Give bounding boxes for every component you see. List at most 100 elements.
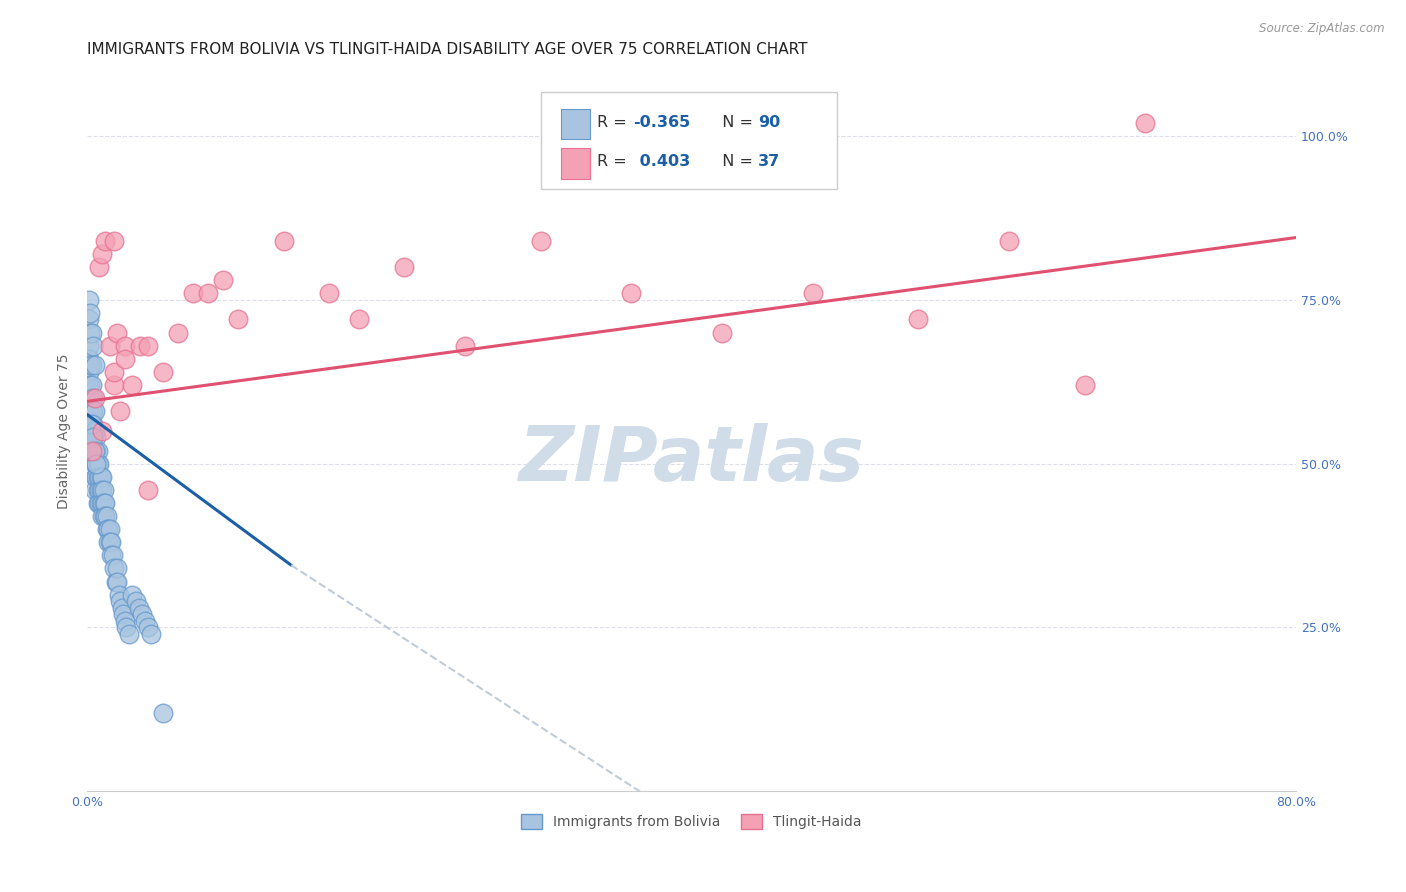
Point [105, 574, 128, 589]
Text: 37: 37 [758, 154, 780, 169]
Point [84, 469, 107, 483]
Point [89, 483, 111, 497]
Point [77, 404, 100, 418]
Point [90, 496, 112, 510]
Point [79, 351, 101, 366]
Point [108, 588, 131, 602]
Point [152, 706, 174, 720]
Point [83, 404, 105, 418]
Point [83, 457, 105, 471]
FancyBboxPatch shape [540, 92, 837, 189]
Point [1133, 116, 1156, 130]
Point [83, 443, 105, 458]
Point [139, 627, 162, 641]
Point [89, 469, 111, 483]
Point [93, 483, 115, 497]
Point [84, 457, 107, 471]
Point [91, 496, 114, 510]
Point [87, 457, 110, 471]
Point [79, 391, 101, 405]
Point [620, 286, 643, 301]
Point [80, 443, 103, 458]
Point [89, 496, 111, 510]
Point [97, 522, 120, 536]
Point [710, 326, 733, 340]
Point [80, 378, 103, 392]
Point [100, 549, 122, 563]
Text: IMMIGRANTS FROM BOLIVIA VS TLINGIT-HAIDA DISABILITY AGE OVER 75 CORRELATION CHAR: IMMIGRANTS FROM BOLIVIA VS TLINGIT-HAIDA… [87, 42, 807, 57]
Point [98, 535, 121, 549]
Point [79, 378, 101, 392]
Point [84, 443, 107, 458]
Point [197, 286, 219, 301]
Point [83, 469, 105, 483]
Point [124, 594, 146, 608]
Point [94, 234, 117, 248]
Point [801, 286, 824, 301]
Point [96, 509, 118, 524]
Point [82, 391, 104, 405]
Point [907, 312, 929, 326]
Point [94, 509, 117, 524]
Text: Source: ZipAtlas.com: Source: ZipAtlas.com [1260, 22, 1385, 36]
Point [121, 378, 143, 392]
Point [529, 234, 551, 248]
Point [111, 600, 134, 615]
Point [84, 457, 107, 471]
Point [114, 339, 136, 353]
Point [77, 339, 100, 353]
Point [136, 339, 159, 353]
Point [82, 404, 104, 418]
Point [80, 417, 103, 432]
Point [104, 574, 127, 589]
Point [90, 469, 112, 483]
Point [181, 286, 204, 301]
Point [94, 496, 117, 510]
Point [1073, 378, 1095, 392]
Point [136, 620, 159, 634]
Point [87, 443, 110, 458]
Point [83, 443, 105, 458]
Point [112, 607, 135, 622]
Point [152, 365, 174, 379]
Point [128, 600, 150, 615]
Point [83, 424, 105, 438]
Point [93, 509, 115, 524]
Text: N =: N = [713, 115, 758, 130]
Text: R =: R = [598, 154, 633, 169]
Point [454, 339, 477, 353]
Point [129, 339, 152, 353]
Point [212, 273, 235, 287]
Text: 90: 90 [758, 115, 780, 130]
Point [103, 365, 125, 379]
Point [105, 326, 128, 340]
Point [80, 424, 103, 438]
Point [110, 404, 132, 418]
Point [131, 607, 153, 622]
Point [134, 614, 156, 628]
Point [103, 561, 125, 575]
Point [166, 326, 188, 340]
Point [80, 443, 103, 458]
Legend: Immigrants from Bolivia, Tlingit-Haida: Immigrants from Bolivia, Tlingit-Haida [516, 809, 868, 835]
Point [77, 365, 100, 379]
Point [83, 359, 105, 373]
FancyBboxPatch shape [561, 109, 591, 139]
Point [226, 312, 249, 326]
Point [347, 312, 370, 326]
Point [79, 326, 101, 340]
Text: N =: N = [713, 154, 758, 169]
Point [87, 483, 110, 497]
Text: ZIPatlas: ZIPatlas [519, 423, 865, 497]
Point [80, 404, 103, 418]
Point [79, 404, 101, 418]
Text: -0.365: -0.365 [634, 115, 690, 130]
Point [98, 522, 121, 536]
Text: 0.403: 0.403 [634, 154, 690, 169]
Point [998, 234, 1021, 248]
Point [110, 594, 132, 608]
Point [103, 378, 125, 392]
FancyBboxPatch shape [561, 148, 591, 178]
Point [84, 430, 107, 444]
Point [103, 234, 125, 248]
